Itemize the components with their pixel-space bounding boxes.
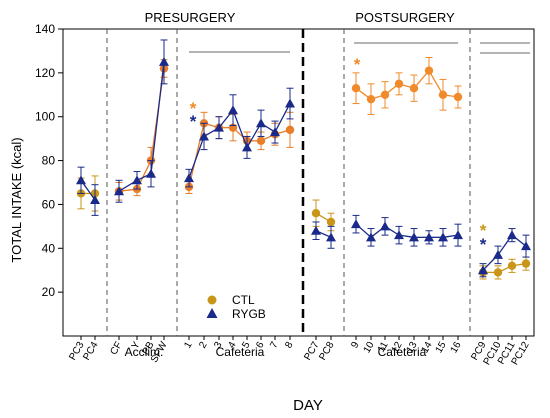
legend-marker-ctl — [207, 295, 217, 305]
x-tick-label: 10 — [362, 340, 377, 356]
data-point-rygb — [285, 98, 295, 108]
data-point-rygb — [184, 173, 194, 183]
x-tick-label: Y — [130, 340, 143, 352]
section-label-cafeteria-pre: Cafeteria — [216, 345, 265, 359]
data-point-rygb — [394, 230, 404, 240]
data-point-ctl — [438, 90, 448, 99]
legend: CTL RYGB — [206, 293, 266, 321]
x-tick-label: PC7 — [302, 340, 321, 363]
data-point-rygb — [146, 168, 156, 178]
plot-frame — [62, 28, 535, 337]
x-tick-label: 1 — [182, 340, 195, 351]
data-point-ctl — [394, 79, 404, 89]
significance-asterisk: * — [480, 221, 487, 240]
phase-label-presurgery: PRESURGERY — [145, 10, 236, 25]
data-point-ctl — [380, 90, 390, 99]
data-point-rygb — [214, 122, 224, 132]
data-point-ctl — [424, 66, 434, 75]
data-point-rygb — [242, 142, 252, 152]
data-point-ctl — [453, 92, 463, 102]
x-tick-label: 5 — [240, 340, 253, 351]
data-point-ctl — [507, 261, 517, 271]
x-tick-label: 16 — [449, 340, 464, 356]
section-label-acclim: Acclim. — [125, 345, 164, 359]
data-point-rygb — [228, 105, 238, 115]
x-tick-label: 14 — [420, 340, 435, 356]
x-tick-label: 9 — [349, 340, 362, 351]
data-point-ctl — [256, 136, 266, 146]
x-tick-label: 15 — [434, 340, 449, 356]
x-tick-label: 2 — [197, 340, 210, 351]
x-tick-label: 8 — [283, 340, 296, 351]
series-line — [428, 70, 444, 96]
series-line — [232, 109, 248, 148]
y-tick-label: 60 — [42, 197, 56, 211]
x-tick-label: 4 — [226, 340, 239, 351]
data-point-rygb — [478, 265, 488, 275]
data-point-rygb — [493, 249, 503, 259]
data-point-rygb — [351, 219, 361, 229]
y-tick-label: 40 — [42, 241, 56, 255]
x-tick-label: PC4 — [81, 340, 100, 363]
y-tick-label: 140 — [35, 22, 55, 36]
x-tick-label: CF — [108, 340, 124, 357]
significance-asterisk: * — [190, 99, 197, 118]
data-point-rygb — [326, 232, 336, 242]
y-tick-label: 20 — [42, 285, 56, 299]
data-point-rygb — [507, 230, 517, 240]
x-tick-label: 6 — [254, 340, 267, 351]
data-point-rygb — [199, 131, 209, 141]
phase-label-postsurgery: POSTSURGERY — [355, 10, 455, 25]
data-point-rygb — [380, 221, 390, 231]
data-point-rygb — [409, 232, 419, 242]
x-tick-label: 7 — [268, 340, 281, 351]
data-point-rygb — [270, 127, 280, 137]
data-point-ctl — [409, 84, 419, 93]
x-tick-label: 12 — [390, 340, 405, 356]
series-line — [150, 61, 165, 174]
y-tick-label: 100 — [35, 110, 55, 124]
data-point-ctl — [351, 84, 361, 93]
data-point-rygb — [311, 225, 321, 235]
data-point-ctl — [493, 268, 503, 277]
y-tick-label: 80 — [42, 154, 56, 168]
data-point-ctl — [311, 209, 321, 218]
data-point-ctl — [285, 125, 295, 135]
legend-label-ctl: CTL — [232, 293, 255, 307]
y-tick-label: 120 — [35, 66, 55, 80]
data-point-rygb — [256, 118, 266, 128]
series-line — [246, 122, 262, 148]
data-point-rygb — [159, 56, 169, 66]
data-point-rygb — [76, 175, 86, 185]
legend-label-rygb: RYGB — [232, 307, 266, 321]
significance-asterisk: * — [480, 235, 487, 254]
data-point-ctl — [366, 94, 376, 104]
y-axis-label: TOTAL INTAKE (kcal) — [9, 137, 24, 262]
series-line — [274, 103, 291, 133]
x-tick-label: PC8 — [317, 340, 336, 363]
data-point-rygb — [114, 186, 124, 196]
series-line — [188, 136, 205, 179]
x-tick-label: 13 — [405, 340, 420, 356]
series-line — [136, 160, 152, 190]
data-point-rygb — [438, 232, 448, 242]
x-axis-label: DAY — [293, 397, 323, 414]
data-point-rygb — [521, 241, 531, 251]
series-rygb — [76, 39, 531, 278]
data-point-rygb — [424, 232, 434, 242]
data-point-rygb — [132, 175, 142, 185]
data-point-ctl — [326, 217, 336, 227]
significance-asterisk: * — [354, 55, 361, 74]
x-tick-label: 3 — [212, 340, 225, 351]
data-point-rygb — [366, 232, 376, 242]
data-point-rygb — [90, 195, 100, 205]
legend-marker-rygb — [206, 308, 218, 318]
significance-asterisk: * — [190, 112, 197, 131]
data-point-ctl — [521, 259, 531, 268]
section-label-cafeteria-post: Cafeteria — [378, 345, 427, 359]
data-point-rygb — [453, 230, 463, 240]
